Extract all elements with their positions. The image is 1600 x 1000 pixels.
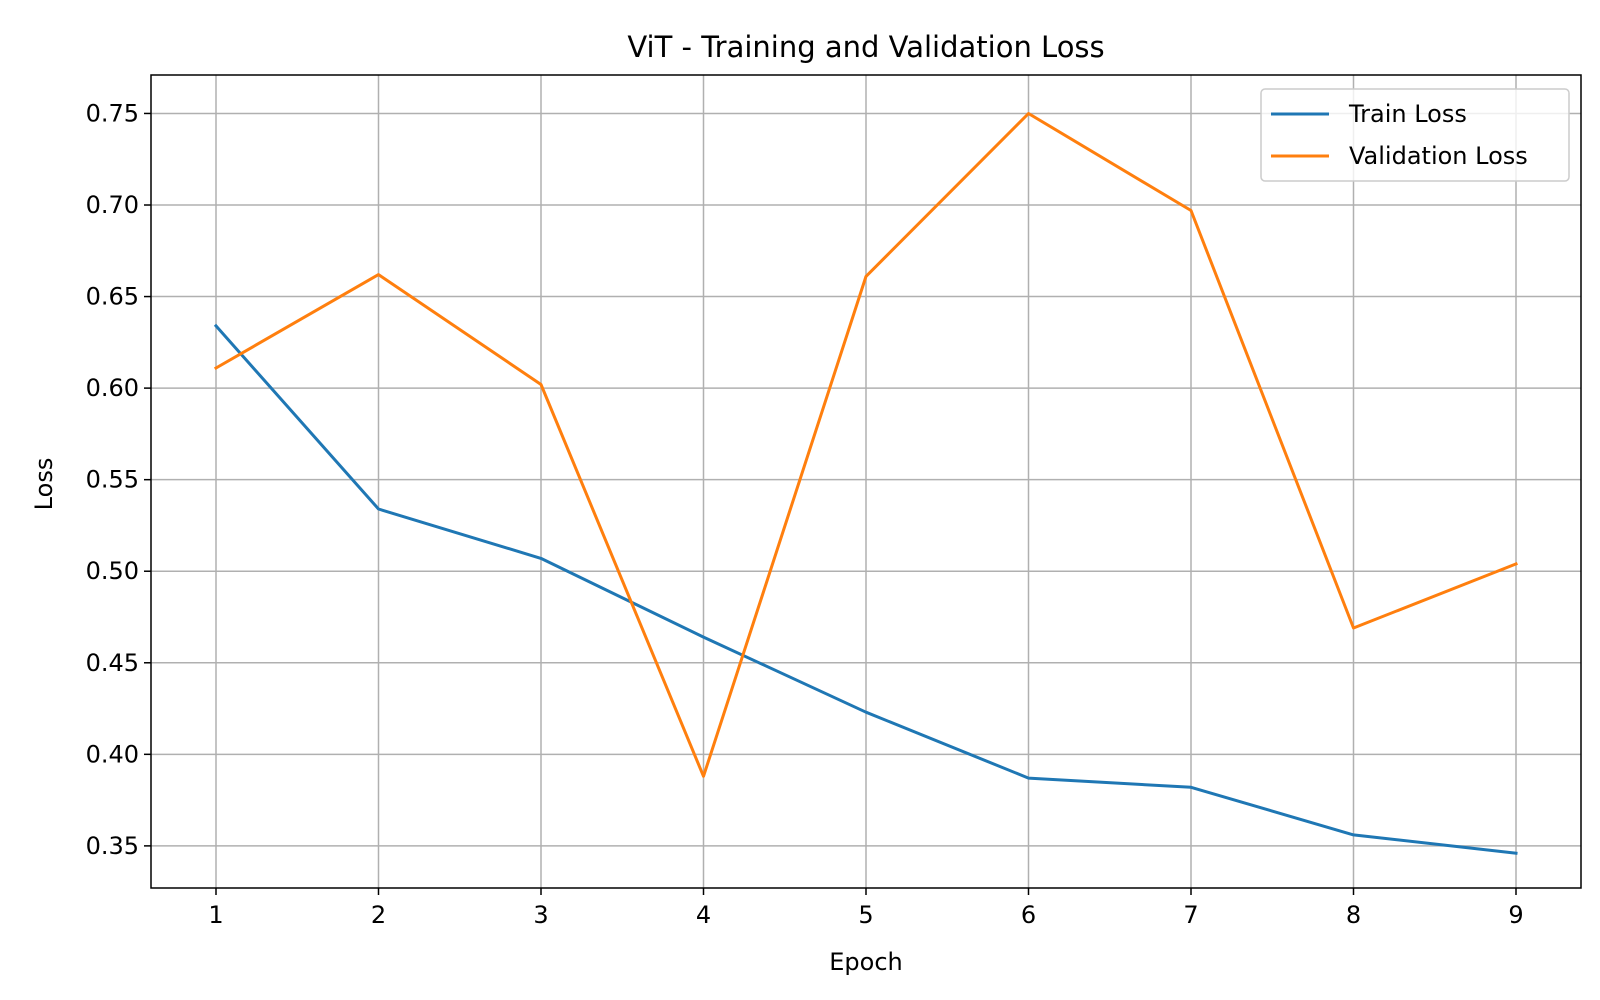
- chart-title: ViT - Training and Validation Loss: [627, 30, 1104, 64]
- x-axis-ticks: 1 2 3 4 5 6 7 8 9: [208, 888, 1524, 929]
- x-tick-label: 8: [1346, 901, 1361, 929]
- x-tick-label: 4: [696, 901, 711, 929]
- legend-label: Train Loss: [1348, 100, 1467, 128]
- y-axis-ticks: 0.35 0.40 0.45 0.50 0.55 0.60 0.65 0.70 0.75: [86, 99, 151, 860]
- y-tick-label: 0.65: [86, 283, 139, 311]
- y-tick-label: 0.55: [86, 466, 139, 494]
- x-axis-label: Epoch: [829, 948, 903, 976]
- x-tick-label: 6: [1021, 901, 1036, 929]
- y-axis-label: Loss: [30, 458, 58, 511]
- x-tick-label: 1: [208, 901, 223, 929]
- y-tick-label: 0.70: [86, 191, 139, 219]
- y-tick-label: 0.50: [86, 557, 139, 585]
- legend-label: Validation Loss: [1349, 142, 1528, 170]
- y-tick-label: 0.40: [86, 740, 139, 768]
- x-tick-label: 3: [533, 901, 548, 929]
- y-tick-label: 0.45: [86, 649, 139, 677]
- series-line-train-loss: [213, 323, 1518, 855]
- x-tick-label: 2: [371, 901, 386, 929]
- grid-lines: [151, 75, 1581, 888]
- x-tick-label: 7: [1183, 901, 1198, 929]
- legend: Train Loss Validation Loss: [1260, 88, 1570, 182]
- legend-box: [1260, 88, 1570, 182]
- y-tick-label: 0.60: [86, 374, 139, 402]
- y-tick-label: 0.75: [86, 99, 139, 127]
- series-lines: [213, 112, 1518, 855]
- y-tick-label: 0.35: [86, 832, 139, 860]
- x-tick-label: 9: [1508, 901, 1523, 929]
- x-tick-label: 5: [858, 901, 873, 929]
- series-line-validation-loss: [213, 112, 1518, 778]
